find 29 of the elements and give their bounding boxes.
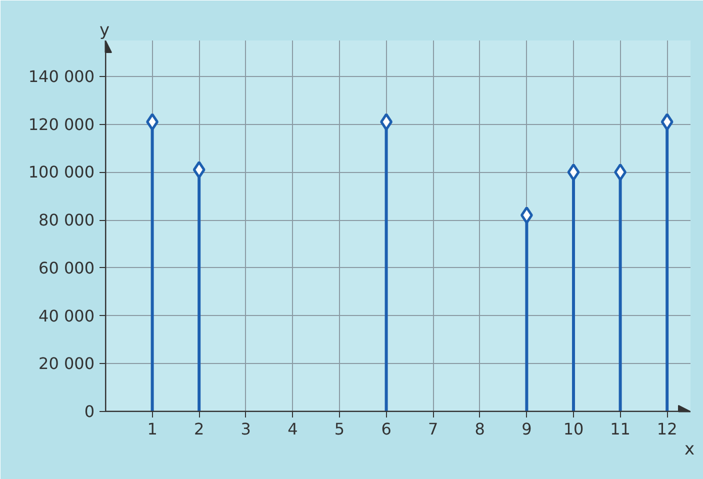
y-tick-label: 40 000 — [38, 306, 94, 326]
x-tick-label: 3 — [240, 420, 251, 438]
point — [660, 113, 674, 131]
x-tick-label: 12 — [656, 420, 678, 438]
x-tick-label: 11 — [610, 420, 630, 438]
y-axis-title: y — [100, 20, 110, 40]
point — [146, 113, 159, 131]
x-tick-label: 7 — [428, 420, 438, 438]
point — [520, 206, 533, 224]
point — [567, 163, 580, 181]
point — [192, 161, 206, 178]
x-tick-label: 8 — [474, 420, 485, 438]
x-tick-label: 9 — [522, 420, 532, 438]
x-tick-label: 1 — [147, 420, 158, 438]
y-tick-label: 100 000 — [28, 162, 95, 182]
y-tick-label: 20 000 — [38, 354, 94, 374]
x-tick-label: 2 — [194, 420, 204, 438]
y-tick-label: 140 000 — [28, 66, 95, 86]
point — [380, 113, 393, 131]
x-tick-label: 5 — [334, 420, 345, 438]
x-axis-title: x — [684, 440, 694, 460]
y-tick-label: 60 000 — [38, 258, 94, 278]
y-tick-label: 80 000 — [38, 210, 94, 230]
y-tick-label: 0 — [84, 402, 95, 421]
x-tick-label: 10 — [563, 420, 584, 438]
x-tick-label: 4 — [288, 420, 298, 438]
point — [614, 163, 627, 181]
y-tick-label: 120 000 — [28, 114, 95, 134]
x-tick-label: 6 — [381, 420, 392, 438]
